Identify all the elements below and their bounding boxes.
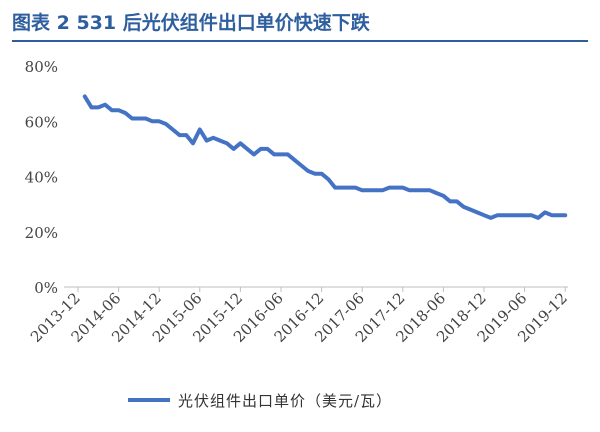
legend-label: 光伏组件出口单价（美元/瓦） — [178, 391, 393, 410]
y-tick-label: 20% — [25, 224, 58, 242]
series-line — [82, 94, 568, 220]
y-tick-label: 80% — [25, 58, 58, 76]
y-tick-label: 0% — [34, 279, 58, 297]
chart-title: 图表 2 531 后光伏组件出口单价快速下跌 — [12, 12, 370, 34]
legend: 光伏组件出口单价（美元/瓦） — [128, 388, 392, 412]
title-divider — [12, 40, 588, 42]
series-group — [82, 94, 568, 220]
y-tick-label: 60% — [25, 113, 58, 131]
y-axis: 0% 20% 40% 60% 80% — [25, 58, 58, 297]
y-tick-label: 40% — [25, 169, 58, 187]
legend-swatch — [128, 398, 170, 402]
x-axis: 2013-122014-062014-122015-062015-122016-… — [27, 286, 571, 346]
chart-title-bar: 图表 2 531 后光伏组件出口单价快速下跌 — [12, 8, 588, 38]
